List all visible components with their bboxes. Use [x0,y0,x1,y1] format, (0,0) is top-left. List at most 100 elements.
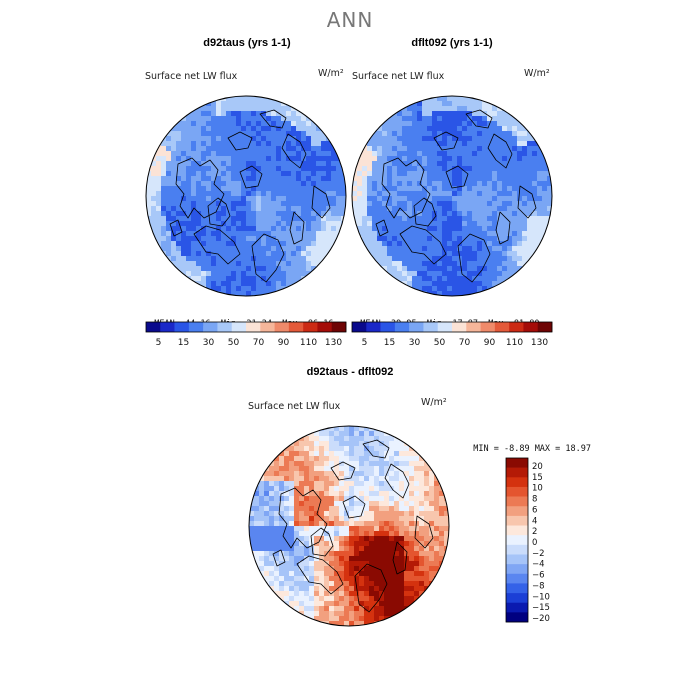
colorbar-swatch [274,322,290,332]
panel3-min-label: MIN = [473,444,499,454]
colorbar-swatch [231,322,247,332]
panel1-title: d92taus (yrs 1-1) [203,37,291,49]
field-cells [352,96,552,296]
coastline-segment [495,211,511,245]
colorbar-swatch [409,322,424,332]
colorbar-swatch [466,322,481,332]
panel2-field-label: Surface net LW flux [352,71,445,82]
colorbar-swatch [394,322,410,332]
colorbar-swatch [480,322,496,332]
coastline-segment [375,219,389,237]
colorbar-swatch [160,322,175,332]
colorbar-swatch [506,477,528,488]
colorbar-tick-label: −20 [532,614,550,624]
map-boundary [145,95,347,297]
colorbar-swatch [506,554,528,565]
coastline-segment [392,541,408,575]
panel3-min: -8.89 [503,444,530,454]
coastline-segment [381,157,431,219]
colorbar-swatch [174,322,190,332]
coastline-segment [457,233,491,283]
figure-title: ANN [326,8,374,32]
colorbar-swatch [437,322,453,332]
panel3-stats: MIN = -8.89 MAX = 18.97 [463,434,591,454]
map-boundary [351,95,553,297]
colorbar-tick-label: −15 [532,603,550,613]
panel1-units: W/m² [318,68,344,79]
coastline-segment [289,211,305,245]
colorbar-swatch [506,593,528,604]
panel3-max: 18.97 [565,444,591,454]
coastline-segment [251,233,285,283]
coastline-segment [207,197,231,227]
panel3-units: W/m² [421,397,447,408]
colorbar-swatch [506,544,528,555]
field-cells [146,96,346,296]
colorbar-frame [505,457,529,623]
panel3-max-label: MAX = [534,444,561,454]
colorbar-tick-label: 90 [484,338,496,348]
panel2-map [351,95,553,297]
coastline-segment [330,461,356,481]
colorbar-tick-label: 2 [532,527,537,537]
colorbar-swatch [246,322,261,332]
colorbar-tick-label: 4 [532,516,537,526]
coastline-segment [169,219,183,237]
coastline-segment [465,109,493,129]
colorbar-tick-label: 8 [532,495,537,505]
colorbar-swatch [331,322,347,332]
coastline-segment [272,549,286,567]
coastline-segment [414,515,434,549]
panel3-title: d92taus - dflt092 [306,366,394,378]
panel3-field-label: Surface net LW flux [248,401,341,412]
coastline-segment [433,131,459,151]
colorbar-tick-label: 90 [278,338,290,348]
colorbar-frame [351,321,553,333]
coastline-segment [384,463,410,499]
colorbar-swatch [352,322,367,332]
panel3-map [248,425,450,627]
colorbar-swatch [452,322,467,332]
colorbar-tick-label: 70 [459,338,471,348]
coastline-segment [362,439,390,459]
colorbar-swatch [288,322,304,332]
coastlines [272,439,434,613]
colorbar-tick-label: 15 [532,473,543,483]
colorbar-tick-label: 50 [228,338,240,348]
colorbar-swatch [506,525,528,536]
colorbar-swatch [506,496,528,507]
colorbar-tick-label: −6 [532,571,545,581]
colorbar-swatch [506,612,528,623]
coastline-segment [445,165,469,189]
colorbar-swatch [506,583,528,594]
panel2-title: dflt092 (yrs 1-1) [411,37,493,49]
coastline-segment [354,563,388,613]
colorbar-swatch [506,535,528,546]
coastline-segment [517,185,537,219]
coastline-segment [193,225,241,265]
colorbar-tick-label: 130 [531,338,548,348]
coastline-segment [175,157,225,219]
colorbar-tick-label: 0 [532,538,537,548]
colorbar-tick-label: −8 [532,581,545,591]
coastline-segment [259,109,287,129]
colorbar-tick-label: 110 [506,338,523,348]
colorbar-tick-label: 20 [532,462,543,472]
coastline-segment [342,495,366,519]
map-boundary [248,425,450,627]
panel2-colorbar: 5 15 30 50 70 90 110 130 [351,321,553,348]
colorbar-tick-label: −2 [532,549,545,559]
coastline-segment [281,133,307,169]
coastlines [169,109,331,283]
colorbar-swatch [506,602,528,613]
panel1-map [145,95,347,297]
colorbar-tick-label: 30 [203,338,215,348]
colorbar-tick-label: 50 [434,338,446,348]
colorbar-swatch [494,322,510,332]
coastline-segment [310,527,334,557]
colorbar-tick-label: −10 [532,592,550,602]
colorbar-tick-label: 6 [532,505,537,515]
coastline-segment [239,165,263,189]
coastline-segment [487,133,513,169]
colorbar-frame [145,321,347,333]
